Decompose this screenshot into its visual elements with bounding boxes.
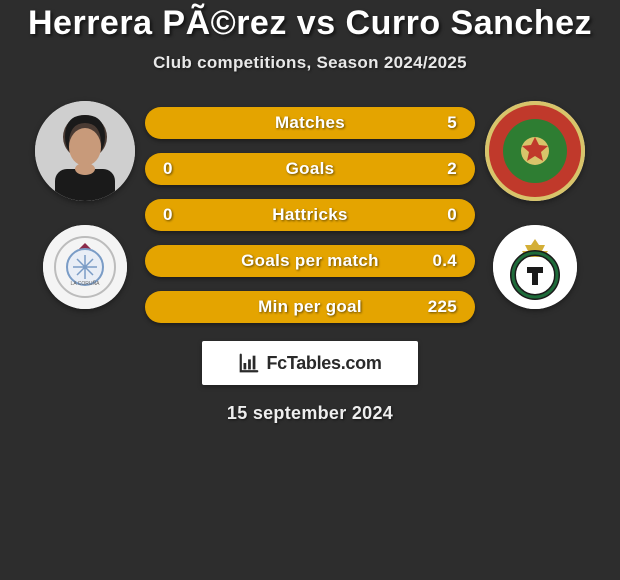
stat-label: Goals [286, 159, 335, 179]
stat-row: Matches 5 [145, 107, 475, 139]
stat-right-value: 0.4 [432, 251, 457, 271]
brand-box: FcTables.com [202, 341, 418, 385]
stat-label: Matches [275, 113, 345, 133]
left-column: LA CORUÑA [30, 101, 140, 309]
left-player-avatar [35, 101, 135, 201]
stat-row: Goals per match 0.4 [145, 245, 475, 277]
crest-placeholder-icon: LA CORUÑA [43, 225, 127, 309]
stats-column: Matches 5 0 Goals 2 0 Hattricks 0 Goals per matc… [140, 101, 480, 323]
right-column [480, 101, 590, 309]
stat-row: 0 Hattricks 0 [145, 199, 475, 231]
brand-chart-icon [238, 352, 260, 374]
right-player-avatar [485, 101, 585, 201]
right-club-crest [493, 225, 577, 309]
stat-right-value: 5 [447, 113, 457, 133]
stat-right-value: 0 [447, 205, 457, 225]
stat-row: 0 Goals 2 [145, 153, 475, 185]
avatar-placeholder-icon [35, 101, 135, 201]
main-row: LA CORUÑA Matches 5 0 Goals 2 0 Hattricks 0 Goal… [0, 101, 620, 323]
left-club-crest: LA CORUÑA [43, 225, 127, 309]
date-text: 15 september 2024 [227, 403, 393, 424]
stat-label: Hattricks [272, 205, 347, 225]
avatar-placeholder-icon [485, 101, 585, 201]
stat-left-value: 0 [163, 159, 173, 179]
stat-label: Min per goal [258, 297, 362, 317]
stat-label: Goals per match [241, 251, 379, 271]
page-title: Herrera PÃ©rez vs Curro Sanchez [28, 4, 592, 43]
svg-text:LA CORUÑA: LA CORUÑA [71, 280, 101, 287]
crest-placeholder-icon [493, 225, 577, 309]
page-subtitle: Club competitions, Season 2024/2025 [153, 53, 467, 73]
stat-right-value: 225 [428, 297, 457, 317]
comparison-card: Herrera PÃ©rez vs Curro Sanchez Club com… [0, 0, 620, 580]
stat-left-value: 0 [163, 205, 173, 225]
stat-row: Min per goal 225 [145, 291, 475, 323]
stat-right-value: 2 [447, 159, 457, 179]
brand-text: FcTables.com [266, 353, 381, 374]
